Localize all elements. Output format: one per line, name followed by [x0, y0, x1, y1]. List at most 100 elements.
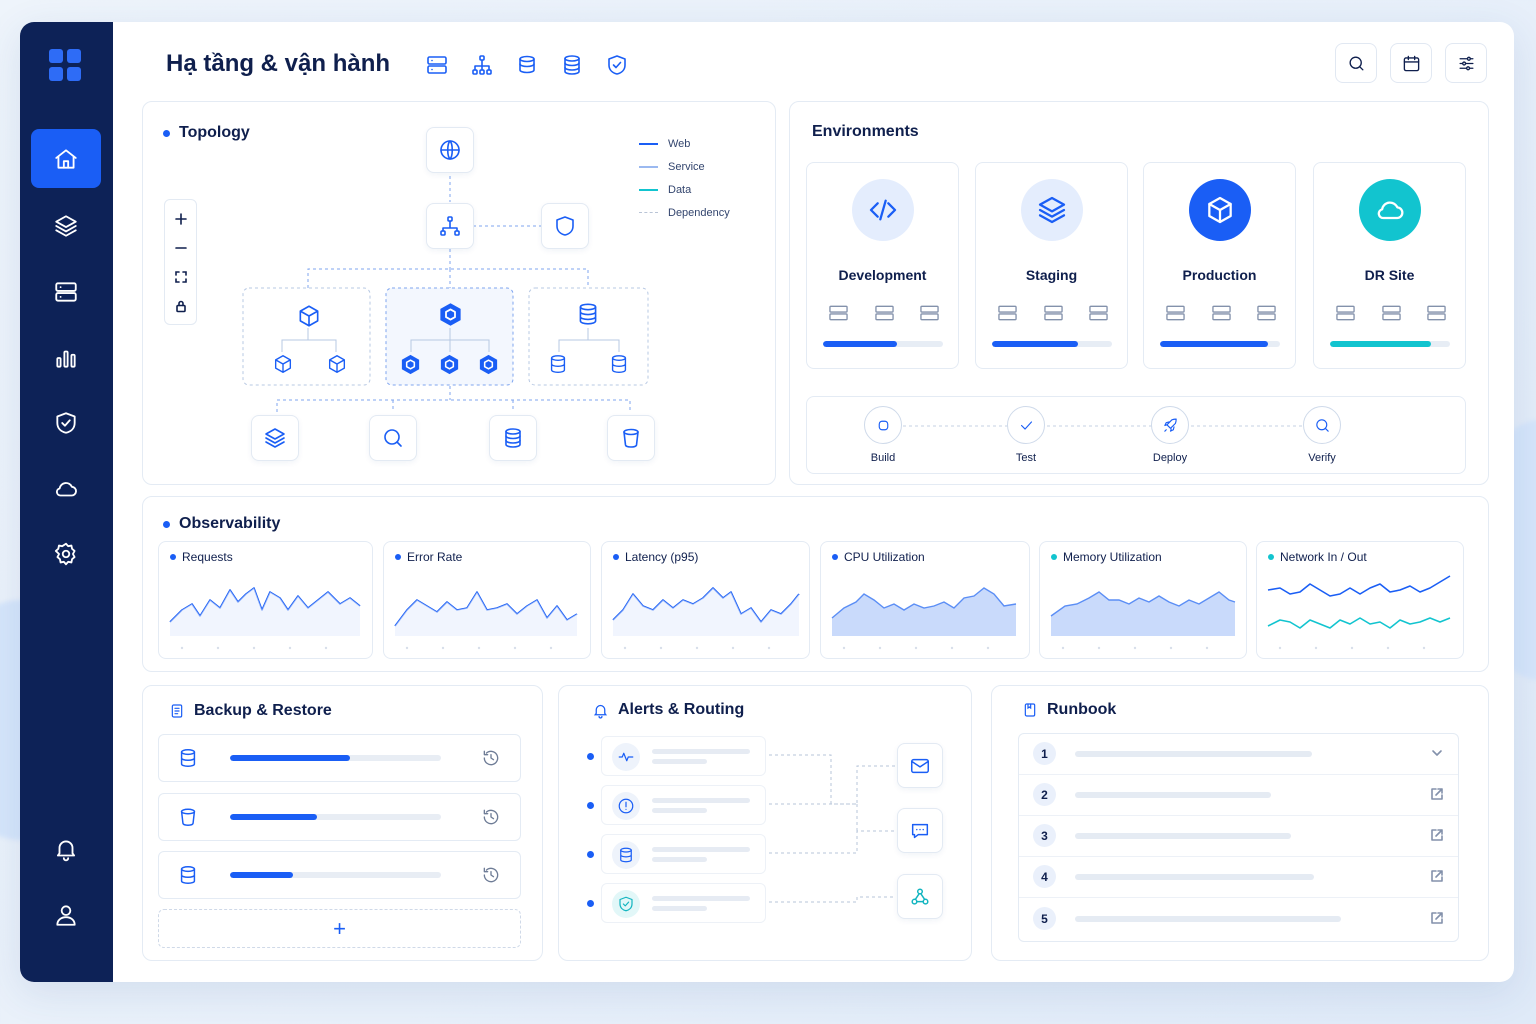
env-card-dr-site[interactable]: DR Site — [1313, 162, 1466, 369]
service-icon[interactable] — [437, 301, 464, 328]
search-icon — [1315, 418, 1329, 432]
rocket-icon — [1163, 418, 1177, 432]
add-backup-button[interactable]: + — [158, 909, 521, 948]
observability-title: Observability — [163, 515, 280, 533]
runbook-item[interactable]: 4 — [1019, 857, 1458, 898]
pipeline-step-test[interactable]: Test — [996, 406, 1056, 464]
memory-sparkline — [1050, 591, 1236, 650]
database-icon — [505, 428, 521, 448]
external-link-icon[interactable] — [1430, 869, 1444, 883]
metric-card-network[interactable]: Network In / Out — [1256, 541, 1464, 659]
alert-rule[interactable] — [601, 834, 766, 874]
sidebar-item-cloud[interactable] — [31, 459, 101, 518]
env-name: Staging — [1025, 267, 1078, 283]
metric-card-cpu[interactable]: CPU Utilization — [820, 541, 1030, 659]
topology-node-search[interactable] — [369, 415, 417, 461]
topology-node-internet[interactable] — [426, 127, 474, 173]
sidebar-item-layers[interactable] — [31, 196, 101, 255]
metric-card-requests[interactable]: Requests — [158, 541, 373, 659]
alerts-panel: Alerts & Routing — [558, 685, 972, 961]
topology-node-load-balancer[interactable] — [426, 203, 474, 249]
service-icon[interactable] — [399, 353, 422, 376]
search-icon — [1348, 55, 1364, 71]
route-destination-chat[interactable] — [897, 808, 943, 853]
runbook-item[interactable]: 2 — [1019, 775, 1458, 816]
external-link-icon[interactable] — [1430, 828, 1444, 842]
sidebar-item-servers[interactable] — [31, 262, 101, 321]
backup-title: Backup & Restore — [169, 702, 332, 720]
env-name: Development — [838, 267, 927, 283]
env-card-production[interactable]: Production — [1143, 162, 1296, 369]
globe-icon — [440, 140, 460, 160]
pipeline-step-deploy[interactable]: Deploy — [1140, 406, 1200, 464]
network-icon[interactable] — [470, 53, 494, 77]
legend-item-service: Service — [639, 155, 730, 178]
service-icon[interactable] — [438, 353, 461, 376]
backup-item[interactable] — [158, 734, 521, 782]
storage-icon[interactable] — [515, 53, 539, 77]
sidebar-item-security[interactable] — [31, 393, 101, 452]
alert-rule[interactable] — [601, 785, 766, 825]
topology-node-cache[interactable] — [251, 415, 299, 461]
history-icon[interactable] — [481, 865, 501, 885]
server-icon[interactable] — [425, 53, 449, 77]
database-icon[interactable] — [560, 53, 584, 77]
sidebar-item-profile[interactable] — [31, 885, 101, 944]
pipeline-step-build[interactable]: Build — [853, 406, 913, 464]
runbook-item[interactable]: 3 — [1019, 816, 1458, 857]
bell-icon — [56, 840, 76, 861]
zoom-out-icon[interactable] — [174, 241, 188, 255]
lock-icon[interactable] — [174, 299, 188, 313]
cloud-icon — [55, 481, 77, 496]
sliders-icon — [1458, 56, 1474, 70]
cube-icon[interactable] — [326, 353, 348, 375]
cube-icon[interactable] — [272, 353, 294, 375]
calendar-button[interactable] — [1390, 43, 1432, 83]
history-icon[interactable] — [481, 748, 501, 768]
topology-node-firewall[interactable] — [541, 203, 589, 249]
route-destination-email[interactable] — [897, 743, 943, 788]
sidebar-item-home[interactable] — [31, 129, 101, 188]
cpu-sparkline — [831, 587, 1017, 650]
runbook-item[interactable]: 1 — [1019, 734, 1458, 775]
filter-button[interactable] — [1445, 43, 1487, 83]
topology-node-storage[interactable] — [607, 415, 655, 461]
external-link-icon[interactable] — [1430, 787, 1444, 801]
zoom-in-icon[interactable] — [174, 212, 188, 226]
shield-icon — [556, 216, 574, 236]
gear-icon — [54, 542, 76, 565]
topology-node-database[interactable] — [489, 415, 537, 461]
sidebar-item-analytics[interactable] — [31, 328, 101, 387]
cube-icon[interactable] — [296, 303, 322, 329]
search-button[interactable] — [1335, 43, 1377, 83]
sidebar-item-notifications[interactable] — [31, 819, 101, 878]
pipeline-step-verify[interactable]: Verify — [1292, 406, 1352, 464]
header-toolbar — [425, 53, 629, 77]
runbook-item[interactable]: 5 — [1019, 899, 1458, 940]
database-icon[interactable] — [547, 353, 569, 375]
layers-icon — [55, 214, 77, 237]
backup-panel: Backup & Restore + — [142, 685, 543, 961]
metric-card-error-rate[interactable]: Error Rate — [383, 541, 591, 659]
app-logo[interactable] — [49, 49, 81, 81]
backup-item[interactable] — [158, 793, 521, 841]
service-icon[interactable] — [477, 353, 500, 376]
sidebar-item-settings[interactable] — [31, 524, 101, 583]
history-icon[interactable] — [481, 807, 501, 827]
database-icon[interactable] — [608, 353, 630, 375]
shield-check-icon[interactable] — [605, 53, 629, 77]
env-card-development[interactable]: Development — [806, 162, 959, 369]
topology-legend: Web Service Data Dependency — [639, 132, 730, 224]
backup-item[interactable] — [158, 851, 521, 899]
env-card-staging[interactable]: Staging — [975, 162, 1128, 369]
alert-rule[interactable] — [601, 736, 766, 776]
route-destination-webhook[interactable] — [897, 874, 943, 919]
metric-card-latency[interactable]: Latency (p95) — [601, 541, 810, 659]
alert-rule[interactable] — [601, 883, 766, 923]
env-progress-bar — [1330, 341, 1450, 347]
metric-card-memory[interactable]: Memory Utilization — [1039, 541, 1247, 659]
fit-screen-icon[interactable] — [174, 270, 188, 284]
database-icon[interactable] — [575, 301, 601, 327]
chevron-down-icon[interactable] — [1430, 746, 1444, 760]
external-link-icon[interactable] — [1430, 911, 1444, 925]
